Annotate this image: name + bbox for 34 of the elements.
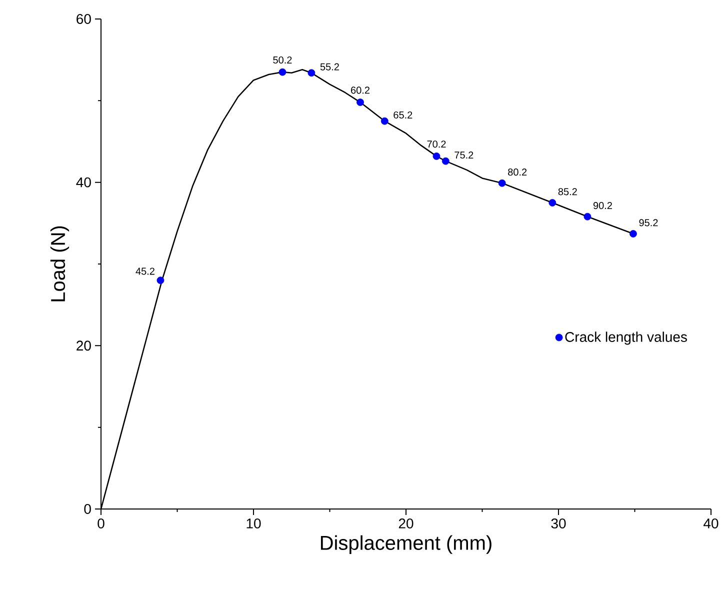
point	[156, 276, 164, 284]
legend-label: Crack length values	[565, 332, 687, 345]
x-tick-label: 10	[246, 518, 261, 528]
y-axis-title: Load (N)	[50, 226, 70, 302]
y-tick-label: 0	[84, 504, 91, 514]
annotation: 50.2	[273, 56, 292, 64]
point	[380, 117, 388, 125]
annotation: 95.2	[639, 219, 658, 226]
x-tick-label: 20	[398, 518, 414, 528]
annotation: 45.2	[136, 268, 154, 275]
annotation: 90.2	[593, 202, 612, 210]
annotation: 70.2	[427, 140, 446, 148]
y-tick-label: 60	[76, 14, 91, 24]
point	[442, 157, 450, 165]
x-tick-label: 0	[98, 518, 104, 528]
annotation: 55.2	[320, 63, 339, 70]
point	[432, 152, 440, 160]
x-tick-label: 40	[704, 518, 718, 528]
x-tick-label: 30	[551, 518, 566, 528]
point	[356, 98, 364, 106]
point	[308, 69, 316, 77]
annotation: 60.2	[351, 86, 370, 94]
point	[498, 179, 506, 187]
annotation: 85.2	[558, 188, 577, 196]
point	[630, 230, 637, 238]
x-axis-title: Displacement (mm)	[320, 535, 492, 554]
point	[278, 68, 286, 76]
annotation: 80.2	[508, 168, 527, 176]
point	[584, 212, 592, 220]
annotation: 75.2	[454, 151, 474, 159]
point	[548, 199, 556, 206]
y-tick-label: 40	[76, 177, 91, 188]
y-tick-label: 20	[76, 340, 91, 351]
annotation: 65.2	[394, 111, 412, 119]
